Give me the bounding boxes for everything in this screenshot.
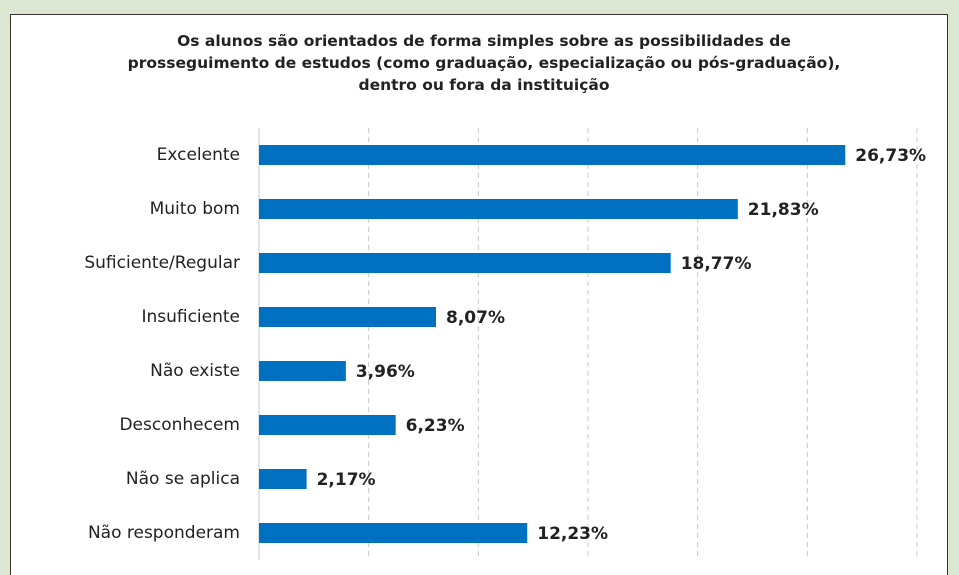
bar	[259, 415, 396, 435]
bar	[259, 469, 307, 489]
category-label: Muito bom	[150, 199, 240, 219]
category-label: Suficiente/Regular	[84, 253, 240, 273]
value-label: 12,23%	[537, 524, 608, 544]
category-label: Excelente	[157, 145, 240, 165]
bar	[259, 253, 671, 273]
chart-title: Os alunos são orientados de forma simple…	[127, 32, 841, 94]
category-label: Não responderam	[88, 523, 240, 543]
bar	[259, 361, 346, 381]
bar	[259, 145, 846, 165]
value-label: 3,96%	[356, 362, 415, 382]
value-label: 18,77%	[681, 254, 752, 274]
value-label: 26,73%	[855, 146, 926, 166]
category-label: Desconhecem	[119, 415, 240, 435]
bar	[259, 199, 738, 219]
category-label: Não se aplica	[126, 469, 240, 489]
value-label: 6,23%	[406, 416, 465, 436]
bar	[259, 307, 437, 327]
value-label: 2,17%	[317, 470, 376, 490]
value-label: 21,83%	[748, 200, 819, 220]
bar	[259, 523, 528, 543]
category-label: Não existe	[150, 361, 240, 381]
value-label: 8,07%	[446, 308, 505, 328]
chart-frame	[10, 14, 948, 575]
category-label: Insuficiente	[141, 307, 240, 327]
